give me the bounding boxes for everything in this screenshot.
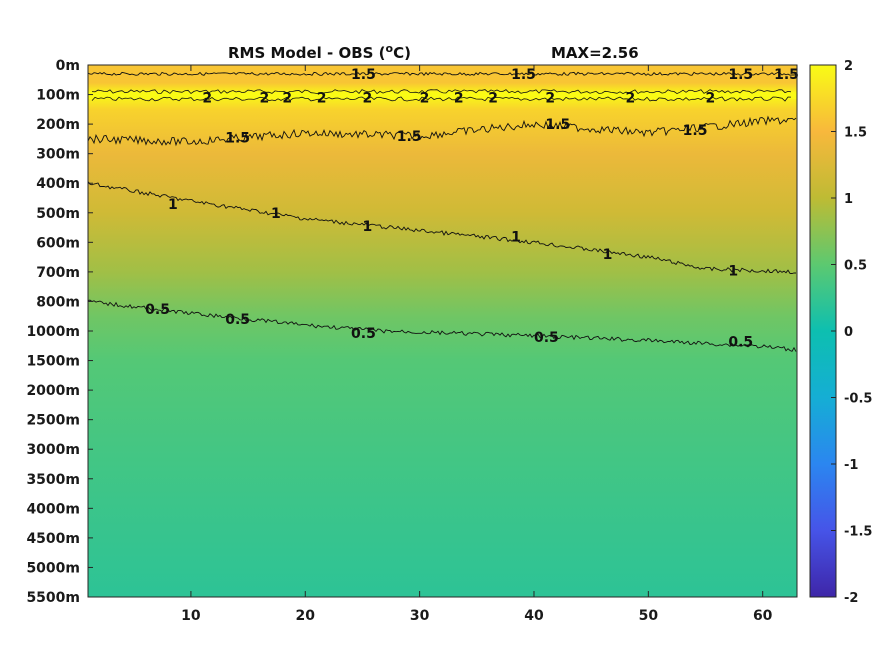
contour-label-1: 1 bbox=[603, 247, 613, 263]
max-annotation: MAX=2.56 bbox=[551, 44, 639, 62]
contour-label-1.5: 1.5 bbox=[728, 67, 753, 83]
contour-label-2: 2 bbox=[488, 91, 498, 107]
colorbar-tick-label: -1.5 bbox=[844, 525, 872, 540]
contour-label-2: 2 bbox=[454, 91, 464, 107]
y-tick-label: 3500m bbox=[26, 472, 80, 488]
colorbar: 2 1.5 1 0.5 0 -0.5 -1 -1.5 -2 bbox=[809, 59, 872, 606]
y-tick-label: 800m bbox=[36, 294, 80, 310]
colorbar-tick-label: 0.5 bbox=[844, 259, 867, 274]
contour-line-1.5-upper bbox=[88, 71, 797, 77]
x-tick-label: 50 bbox=[639, 608, 659, 624]
contour-label-1.5: 1.5 bbox=[511, 67, 536, 83]
contour-label-2: 2 bbox=[282, 91, 292, 107]
contour-label-0.5: 0.5 bbox=[534, 330, 559, 346]
contour-label-0.5: 0.5 bbox=[225, 312, 250, 328]
y-tick-label: 5000m bbox=[26, 560, 80, 576]
y-tick-label: 0m bbox=[56, 58, 80, 74]
y-tick-label: 2000m bbox=[26, 383, 80, 399]
contour-line-1.5-lower bbox=[88, 115, 797, 147]
x-tick-label: 20 bbox=[296, 608, 316, 624]
contour-lines bbox=[88, 71, 797, 352]
y-tick-label: 4000m bbox=[26, 501, 80, 517]
y-tick-label: 2500m bbox=[26, 413, 80, 429]
x-tick-label: 40 bbox=[524, 608, 544, 624]
contour-label-1: 1 bbox=[271, 206, 281, 222]
y-tick-label: 5500m bbox=[26, 590, 80, 606]
contour-label-1.5: 1.5 bbox=[225, 130, 250, 146]
x-tick-label: 10 bbox=[181, 608, 201, 624]
chart-title: RMS Model - OBS (oC) bbox=[228, 42, 411, 62]
colorbar-tick-label: -0.5 bbox=[844, 392, 872, 407]
x-tick-label: 60 bbox=[753, 608, 773, 624]
colorbar-tick-label: -2 bbox=[844, 591, 858, 606]
y-tick-label: 500m bbox=[36, 206, 80, 222]
contour-label-2: 2 bbox=[706, 91, 716, 107]
contour-label-2: 2 bbox=[362, 91, 372, 107]
contour-label-1.5: 1.5 bbox=[351, 67, 376, 83]
contour-label-1.5: 1.5 bbox=[397, 129, 422, 145]
y-tick-label: 600m bbox=[36, 235, 80, 251]
colorbar-tick-label: 1 bbox=[844, 192, 853, 207]
contour-label-0.5: 0.5 bbox=[728, 335, 753, 351]
contour-label-0.5: 0.5 bbox=[145, 302, 170, 318]
y-tick-label: 300m bbox=[36, 147, 80, 163]
contour-label-1.5: 1.5 bbox=[774, 67, 799, 83]
contour-labels: 1.5 1.5 1.5 1.51.5 1.51.5 1.52 2 2 2 2 2 2 2 2 2 211111… bbox=[145, 67, 799, 351]
x-tick-label: 30 bbox=[410, 608, 430, 624]
contour-label-1: 1 bbox=[728, 263, 738, 279]
y-tick-label: 1500m bbox=[26, 354, 80, 370]
contour-label-2: 2 bbox=[420, 91, 430, 107]
y-tick-label: 100m bbox=[36, 88, 80, 104]
plot-area: 1.5 1.5 1.5 1.51.5 1.51.5 1.52 2 2 2 2 2 2 2 2 2 211111… bbox=[87, 64, 799, 598]
contour-label-1.5: 1.5 bbox=[545, 117, 570, 133]
contour-line-2 bbox=[91, 89, 792, 95]
contour-line-2 bbox=[91, 96, 792, 102]
y-tick-label: 3000m bbox=[26, 442, 80, 458]
contour-label-2: 2 bbox=[317, 91, 327, 107]
contour-label-1: 1 bbox=[511, 229, 521, 245]
contour-label-1.5: 1.5 bbox=[683, 123, 708, 139]
colorbar-tick-label: 0 bbox=[844, 325, 853, 340]
colorbar-tick-label: -1 bbox=[844, 458, 858, 473]
colorbar-tick-label: 2 bbox=[844, 59, 853, 74]
colorbar-tick-label: 1.5 bbox=[844, 126, 867, 141]
contour-label-2: 2 bbox=[545, 91, 555, 107]
contour-label-1: 1 bbox=[362, 219, 372, 235]
y-tick-label: 4500m bbox=[26, 531, 80, 547]
warm-band-layer bbox=[88, 91, 797, 99]
contour-line-1 bbox=[88, 181, 796, 274]
y-tick-label: 1000m bbox=[26, 324, 80, 340]
contour-label-2: 2 bbox=[625, 91, 635, 107]
y-tick-label: 400m bbox=[36, 176, 80, 192]
y-tick-label: 200m bbox=[36, 117, 80, 133]
contour-label-0.5: 0.5 bbox=[351, 326, 376, 342]
contour-label-2: 2 bbox=[202, 91, 212, 107]
colorbar-ticks: 2 1.5 1 0.5 0 -0.5 -1 -1.5 -2 bbox=[831, 59, 872, 606]
contour-label-2: 2 bbox=[260, 91, 270, 107]
y-axis: 0m 100m 200m 300m 400m 500m 600m 700m 800m 1000m 1… bbox=[26, 58, 93, 606]
x-axis: 10 20 30 40 50 60 bbox=[181, 65, 773, 624]
y-tick-label: 700m bbox=[36, 265, 80, 281]
contour-label-1: 1 bbox=[168, 197, 178, 213]
contour-line-0.5 bbox=[88, 299, 797, 352]
warm-band-2 bbox=[88, 91, 797, 99]
